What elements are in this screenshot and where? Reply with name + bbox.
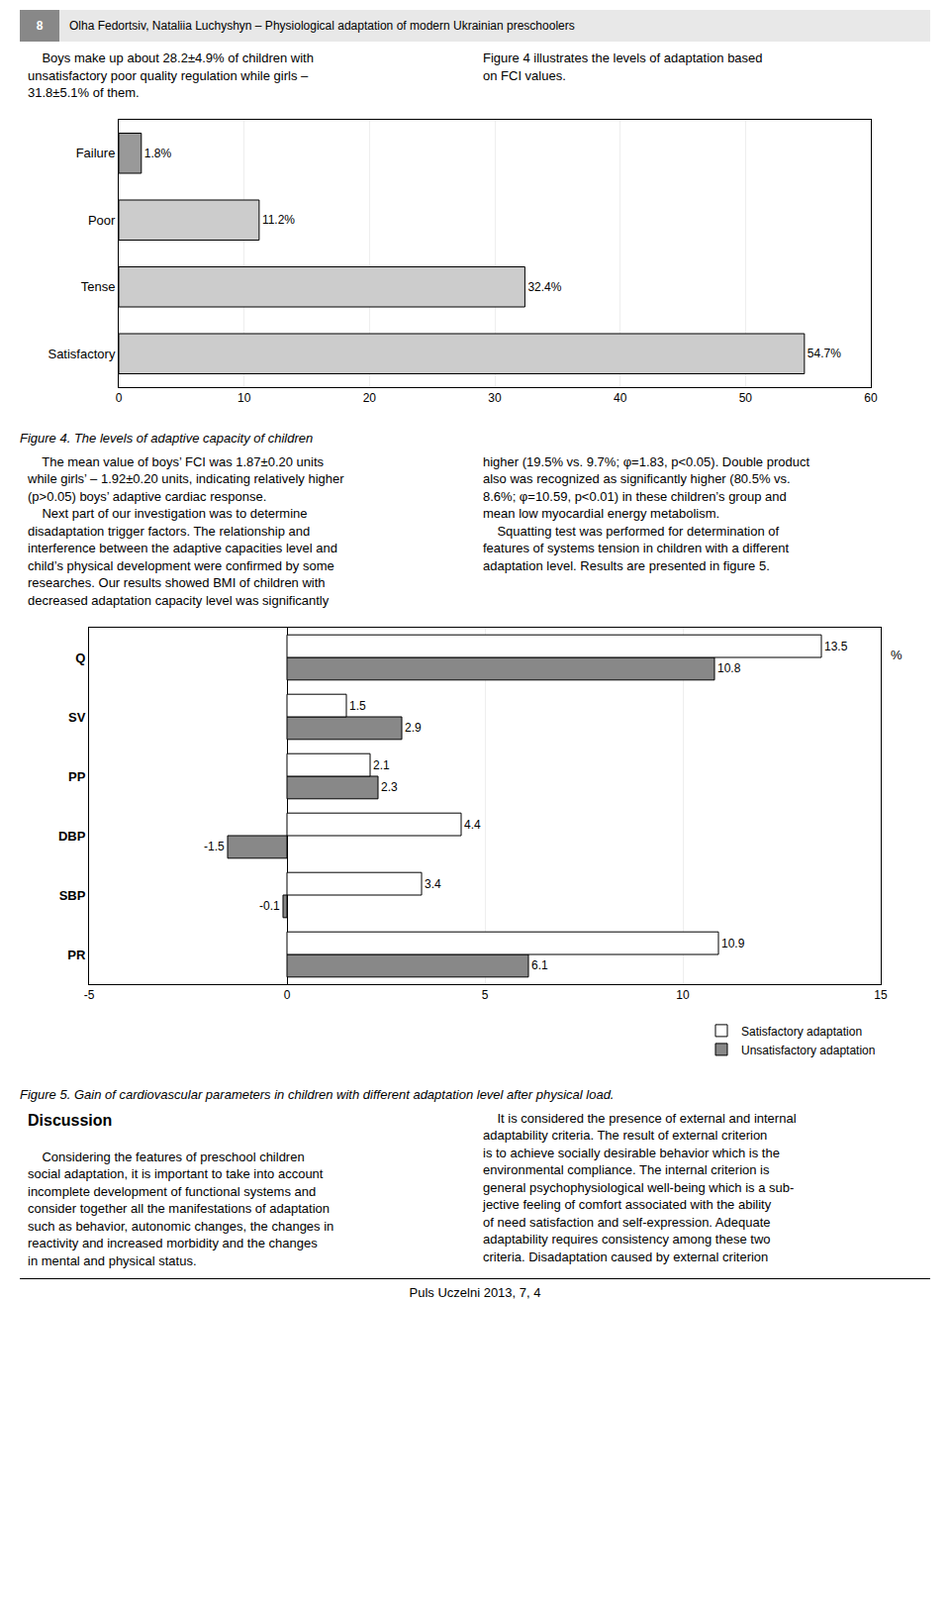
svg-text:6.1: 6.1 [531,957,549,972]
svg-text:SBP: SBP [59,886,87,902]
svg-text:2.9: 2.9 [404,720,422,735]
svg-text:15: 15 [873,987,888,1002]
svg-text:Failure: Failure [76,145,116,161]
html-text:Figure 5. Gain of cardiovascul: Figure 5. Gain of cardiovascular paramet… [19,1086,615,1102]
html-text:Figure 4. The levels of adapti: Figure 4. The levels of adaptive capacit… [19,430,314,445]
html-text:Olha Fedortsiv, Nataliia Luchy: Olha Fedortsiv, Nataliia Luchyshyn – Phy… [69,18,575,33]
svg-text:32.4%: 32.4% [527,279,562,293]
svg-text:60: 60 [863,390,878,405]
html-text:Discussion: Discussion [27,1110,113,1128]
svg-text:30: 30 [487,390,502,405]
html-text:Boys make up about 28.2±4.9% o: Boys make up about 28.2±4.9% of children… [27,50,314,101]
svg-text:20: 20 [363,390,378,405]
html-text:Puls Uczelni 2013, 7, 4: Puls Uczelni 2013, 7, 4 [409,1283,541,1299]
svg-text:Satisfactory: Satisfactory [47,345,115,361]
svg-text:10.9: 10.9 [721,935,746,950]
html-text:It is considered the presence: It is considered the presence of externa… [482,1109,797,1264]
svg-text:40: 40 [613,390,628,405]
svg-text:-5: -5 [84,987,95,1002]
svg-text:PP: PP [68,767,87,783]
svg-text:13.5: 13.5 [824,638,849,653]
svg-text:-1.5: -1.5 [203,839,225,854]
svg-text:2.3: 2.3 [380,779,398,794]
svg-text:1.8%: 1.8% [144,145,173,160]
svg-text:Poor: Poor [88,211,116,227]
html-text:Figure 4 illustrates the level: Figure 4 illustrates the levels of adapt… [482,50,763,83]
svg-text:50: 50 [739,390,754,405]
svg-text:Q: Q [75,649,86,665]
svg-text:3.4: 3.4 [424,875,442,890]
svg-text:2.1: 2.1 [373,757,390,771]
svg-text:%: % [890,647,903,663]
html-text:8: 8 [36,18,43,33]
svg-text:11.2%: 11.2% [262,212,295,227]
svg-text:10: 10 [675,987,690,1002]
svg-text:Satisfactory adaptation: Satisfactory adaptation [741,1023,862,1038]
html-text:Considering the features of pr: Considering the features of preschool ch… [27,1131,334,1268]
svg-text:-0.1: -0.1 [259,898,281,913]
svg-text:PR: PR [67,946,87,961]
svg-text:5: 5 [481,987,489,1002]
svg-text:SV: SV [68,708,87,724]
svg-text:10.8: 10.8 [717,661,742,675]
html-text:The mean value of boys’ FCI wa: The mean value of boys’ FCI was 1.87±0.2… [27,453,344,608]
svg-text:4.4: 4.4 [464,816,481,831]
svg-text:1.5: 1.5 [349,697,367,712]
svg-text:54.7%: 54.7% [807,346,842,361]
svg-text:10: 10 [237,390,252,405]
svg-text:0: 0 [115,390,123,405]
svg-text:DBP: DBP [58,827,87,843]
svg-text:0: 0 [284,987,291,1002]
svg-text:Tense: Tense [81,279,116,294]
html-text:higher (19.5% vs. 9.7%; φ=1.83: higher (19.5% vs. 9.7%; φ=1.83, p<0.05).… [482,453,810,573]
svg-text:Unsatisfactory adaptation: Unsatisfactory adaptation [741,1042,875,1056]
